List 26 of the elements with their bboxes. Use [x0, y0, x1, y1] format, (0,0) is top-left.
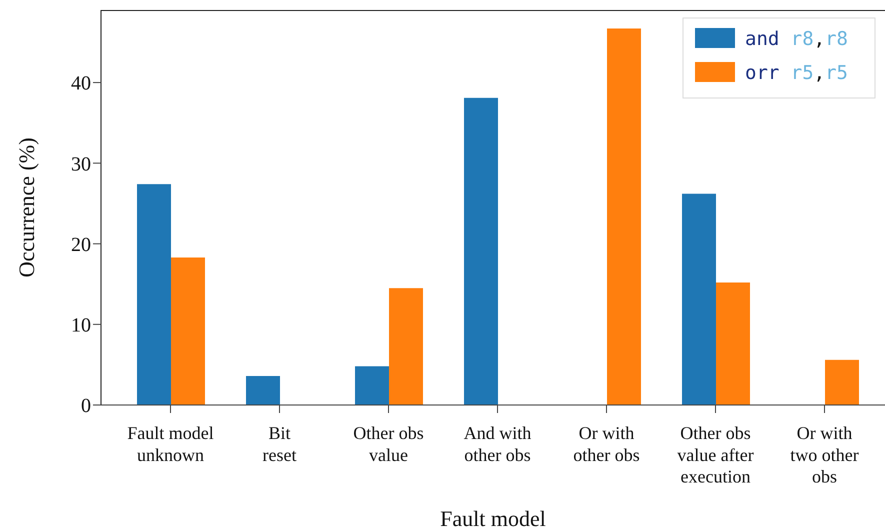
bar — [137, 184, 171, 405]
y-tick-label: 10 — [71, 314, 91, 336]
y-tick-label: 0 — [81, 395, 91, 418]
bar — [355, 366, 389, 405]
bar — [682, 194, 716, 405]
bar — [716, 282, 750, 405]
x-axis-title: Fault model — [440, 506, 546, 530]
bar — [825, 360, 859, 405]
x-tick-label: Bit reset — [262, 423, 296, 465]
x-tick-label: And with other obs — [464, 423, 532, 465]
y-tick-label: 20 — [71, 234, 91, 256]
bar — [246, 376, 280, 405]
bar — [389, 288, 423, 405]
y-tick-label: 40 — [71, 72, 91, 95]
x-tick-label: Or with two other obs — [790, 423, 859, 486]
legend-label: and r8,r8 — [745, 28, 848, 50]
bar — [607, 28, 641, 405]
legend-label: orr r5,r5 — [745, 62, 848, 84]
x-tick-label: Other obs value after execution — [677, 423, 754, 486]
y-axis-title: Occurrence (%) — [14, 138, 39, 278]
bar — [464, 98, 498, 405]
x-tick-label: Or with other obs — [573, 423, 640, 465]
y-tick-label: 30 — [71, 153, 91, 176]
bar — [171, 257, 205, 405]
x-tick-label: Fault model unknown — [127, 423, 214, 465]
x-tick-label: Other obs value — [353, 423, 424, 465]
